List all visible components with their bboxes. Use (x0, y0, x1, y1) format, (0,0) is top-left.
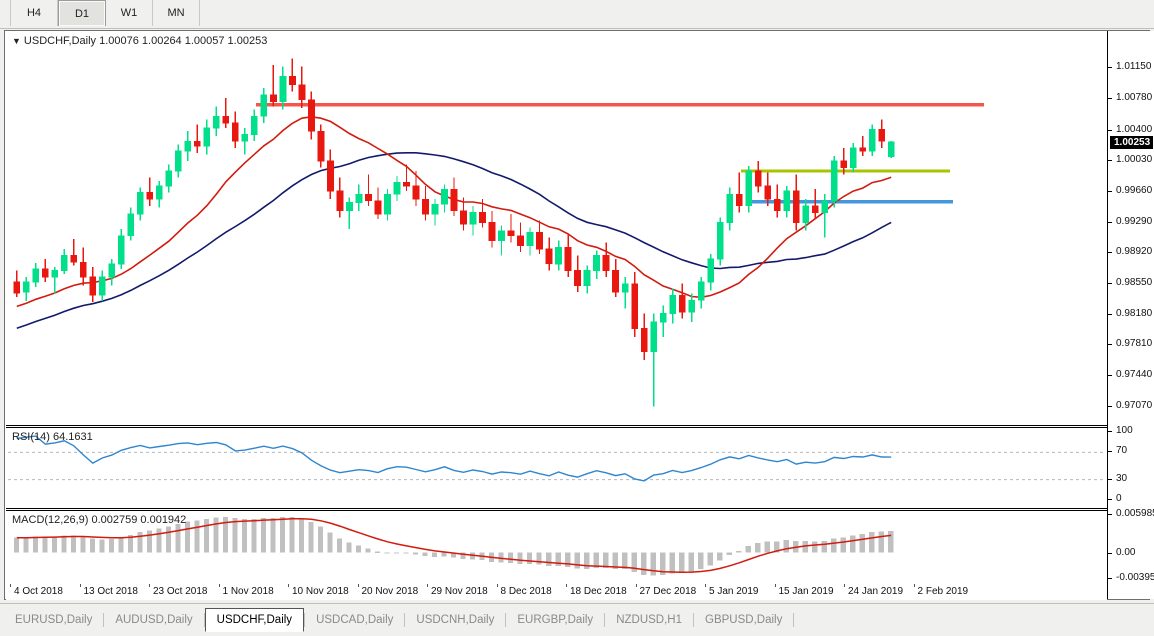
timeframe-button-partial[interactable] (0, 0, 11, 26)
price-pane-label-text: USDCHF,Daily 1.00076 1.00264 1.00057 1.0… (23, 35, 268, 47)
rsi-scale-tick: 30 (1108, 473, 1154, 485)
chart-tab-list: EURUSD,Daily AUDUSD,Daily USDCHF,Daily USDC… (4, 608, 795, 632)
chart-tab-label: EURGBP,Daily (517, 614, 594, 626)
chart-frame: ▼ USDCHF,Daily 1.00076 1.00264 1.00057 1.… (4, 30, 1154, 600)
price-scale-tick: 0.97440 (1108, 369, 1154, 381)
timeframe-button-mn[interactable]: MN (153, 0, 200, 26)
macd-pane[interactable]: MACD(12,26,9) 0.002759 0.001942 (6, 510, 1107, 584)
chart-tab-label: AUDUSD,Daily (115, 614, 193, 626)
chart-tab-eurgbp-daily[interactable]: EURGBP,Daily (506, 608, 604, 632)
timeframe-button-label: MN (167, 7, 185, 19)
chart-tab-label: USDCAD,Daily (316, 614, 394, 626)
price-scale-tick: 0.98920 (1108, 246, 1154, 258)
chart-tab-label: USDCNH,Daily (416, 614, 495, 626)
macd-plot (13, 516, 894, 576)
chart-tab-usdchf-daily[interactable]: USDCHF,Daily (204, 608, 305, 632)
price-scale-tick: 1.00780 (1108, 92, 1154, 104)
price-scale-tick: 1.00400 (1108, 124, 1154, 136)
tab-divider (203, 613, 205, 627)
chart-tab-audusd-daily[interactable]: AUDUSD,Daily (104, 608, 203, 632)
tab-divider (604, 613, 606, 627)
tab-divider (304, 613, 306, 627)
time-axis-label: 13 Oct 2018 (79, 584, 138, 597)
time-axis-label: 15 Jan 2019 (774, 584, 834, 597)
current-price-label: 1.00253 (1110, 135, 1154, 149)
tab-divider (693, 613, 694, 627)
tab-divider (793, 613, 795, 627)
macd-scale-tick: 0.00 (1108, 547, 1154, 559)
price-scale-axis[interactable]: 1.01150 1.00780 1.00400 1.00030 0.99660 0.992… (1107, 31, 1154, 599)
rsi-pane[interactable]: RSI(14) 64.1631 (6, 427, 1107, 509)
time-axis-label: 24 Jan 2019 (843, 584, 904, 597)
tab-divider (505, 613, 507, 627)
chart-tab-gbpusd-daily[interactable]: GBPUSD,Daily (694, 608, 793, 632)
timeframe-button-h4[interactable]: H4 (11, 0, 58, 26)
price-scale-tick: 0.97070 (1108, 400, 1154, 412)
chart-tab-nzdusd-h1[interactable]: NZDUSD,H1 (605, 608, 693, 632)
time-axis-label: 29 Nov 2018 (427, 584, 488, 597)
price-pane-label: ▼ USDCHF,Daily 1.00076 1.00264 1.00057 1.… (12, 35, 267, 47)
rsi-scale-tick: 0 (1108, 493, 1154, 505)
timeframe-toolbar: H4 D1 W1 MN (0, 0, 1154, 29)
time-axis-label: 8 Dec 2018 (496, 584, 552, 597)
chart-tab-eurusd-daily[interactable]: EURUSD,Daily (4, 608, 103, 632)
time-axis-label: 2 Feb 2019 (913, 584, 969, 597)
tab-divider (103, 613, 105, 627)
price-scale-tick: 0.99290 (1108, 216, 1154, 228)
collapse-triangle-icon[interactable]: ▼ (12, 36, 21, 46)
time-axis-label: 23 Oct 2018 (148, 584, 208, 597)
timeframe-button-label: H4 (26, 7, 42, 19)
time-axis-label: 5 Jan 2019 (705, 584, 759, 597)
time-axis-label: 10 Nov 2018 (288, 584, 349, 597)
time-axis-label: 27 Dec 2018 (635, 584, 697, 597)
macd-pane-label: MACD(12,26,9) 0.002759 0.001942 (12, 514, 187, 526)
rsi-scale-tick: 70 (1108, 445, 1154, 457)
price-candlestick-plot (13, 58, 984, 407)
price-scale-tick: 0.99660 (1108, 185, 1154, 197)
chart-tab-label: USDCHF,Daily (216, 614, 293, 626)
time-axis-label: 4 Oct 2018 (10, 584, 63, 597)
time-axis-label: 18 Dec 2018 (566, 584, 627, 597)
chart-tabbar: EURUSD,Daily AUDUSD,Daily USDCHF,Daily USDC… (0, 603, 1154, 636)
chart-tab-usdcad-daily[interactable]: USDCAD,Daily (305, 608, 404, 632)
price-scale-tick: 1.01150 (1108, 61, 1154, 73)
rsi-scale-tick: 100 (1108, 425, 1154, 437)
rsi-plot (8, 435, 1104, 482)
timeframe-button-label: W1 (120, 7, 138, 19)
rsi-pane-label: RSI(14) 64.1631 (12, 431, 93, 443)
timeframe-button-w1[interactable]: W1 (106, 0, 153, 26)
price-scale-tick: 0.98180 (1108, 308, 1154, 320)
time-axis: 4 Oct 2018 13 Oct 2018 23 Oct 2018 1 Nov 20… (6, 584, 1107, 600)
price-chart-pane[interactable]: ▼ USDCHF,Daily 1.00076 1.00264 1.00057 1.… (6, 32, 1107, 426)
chart-tab-label: EURUSD,Daily (15, 614, 93, 626)
chart-tab-label: NZDUSD,H1 (616, 614, 682, 626)
timeframe-button-d1[interactable]: D1 (58, 0, 106, 26)
timeframe-button-label: D1 (74, 7, 90, 20)
macd-scale-tick: 0.005985 (1108, 508, 1154, 520)
time-axis-label: 20 Nov 2018 (357, 584, 419, 597)
price-scale-tick: 1.00030 (1108, 154, 1154, 166)
chart-tab-label: GBPUSD,Daily (705, 614, 783, 626)
chart-tab-usdcnh-daily[interactable]: USDCNH,Daily (405, 608, 505, 632)
tab-divider (404, 613, 406, 627)
timeframe-button-group: H4 D1 W1 MN (0, 0, 200, 26)
price-scale-tick: 0.97810 (1108, 338, 1154, 350)
price-scale-tick: 0.98550 (1108, 277, 1154, 289)
time-axis-label: 1 Nov 2018 (218, 584, 274, 597)
